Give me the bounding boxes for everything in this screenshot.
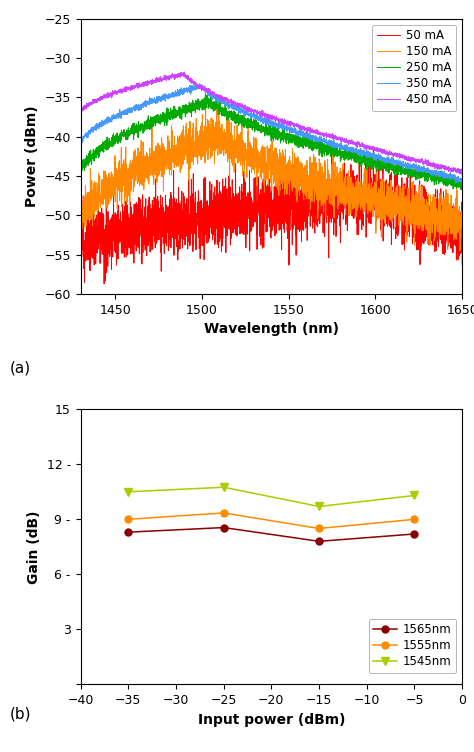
50 mA bbox=[224, 184, 230, 193]
50 mA bbox=[371, 144, 376, 153]
50 mA bbox=[78, 257, 83, 266]
150 mA bbox=[203, 104, 209, 113]
50 mA bbox=[459, 260, 465, 269]
350 mA bbox=[459, 176, 465, 185]
450 mA bbox=[78, 109, 83, 118]
250 mA bbox=[241, 119, 246, 128]
50 mA bbox=[411, 202, 417, 211]
250 mA bbox=[459, 180, 465, 190]
450 mA bbox=[241, 102, 246, 111]
350 mA bbox=[452, 171, 457, 180]
Line: 1545nm: 1545nm bbox=[124, 483, 419, 511]
150 mA bbox=[241, 153, 246, 162]
Line: 250 mA: 250 mA bbox=[81, 94, 462, 190]
350 mA bbox=[144, 97, 150, 106]
Line: 1555nm: 1555nm bbox=[125, 509, 418, 532]
150 mA bbox=[121, 181, 127, 190]
450 mA bbox=[224, 96, 230, 105]
Line: 150 mA: 150 mA bbox=[81, 108, 462, 251]
250 mA bbox=[144, 123, 150, 132]
250 mA bbox=[452, 182, 457, 191]
150 mA bbox=[452, 210, 457, 219]
1565nm bbox=[411, 529, 417, 538]
150 mA bbox=[459, 212, 465, 221]
Y-axis label: Power (dBm): Power (dBm) bbox=[25, 105, 39, 207]
350 mA bbox=[197, 79, 202, 88]
350 mA bbox=[411, 162, 417, 171]
250 mA bbox=[78, 171, 83, 180]
Line: 450 mA: 450 mA bbox=[81, 72, 462, 175]
250 mA bbox=[121, 129, 127, 138]
Line: 350 mA: 350 mA bbox=[81, 83, 462, 183]
350 mA bbox=[78, 141, 83, 150]
1555nm bbox=[126, 515, 131, 524]
250 mA bbox=[205, 89, 210, 99]
350 mA bbox=[453, 178, 458, 187]
350 mA bbox=[224, 98, 230, 107]
50 mA bbox=[121, 231, 127, 240]
1555nm bbox=[316, 524, 322, 533]
450 mA bbox=[452, 165, 457, 174]
1545nm bbox=[411, 491, 417, 500]
350 mA bbox=[241, 103, 246, 112]
Legend: 1565nm, 1555nm, 1545nm: 1565nm, 1555nm, 1545nm bbox=[369, 619, 456, 673]
1565nm bbox=[126, 528, 131, 537]
250 mA bbox=[411, 164, 417, 173]
50 mA bbox=[241, 208, 246, 217]
250 mA bbox=[458, 185, 464, 194]
1545nm bbox=[316, 502, 322, 511]
Legend: 50 mA, 150 mA, 250 mA, 350 mA, 450 mA: 50 mA, 150 mA, 250 mA, 350 mA, 450 mA bbox=[372, 25, 456, 111]
150 mA bbox=[144, 162, 150, 171]
1565nm bbox=[221, 523, 227, 532]
50 mA bbox=[101, 279, 107, 288]
Y-axis label: Gain (dB): Gain (dB) bbox=[27, 510, 41, 584]
1565nm bbox=[316, 537, 322, 546]
150 mA bbox=[457, 247, 463, 256]
350 mA bbox=[121, 108, 127, 117]
1545nm bbox=[221, 483, 227, 492]
250 mA bbox=[224, 111, 230, 120]
150 mA bbox=[78, 214, 83, 223]
Text: (a): (a) bbox=[9, 360, 31, 375]
X-axis label: Wavelength (nm): Wavelength (nm) bbox=[204, 322, 339, 336]
450 mA bbox=[182, 68, 187, 77]
150 mA bbox=[411, 224, 417, 233]
450 mA bbox=[144, 77, 150, 86]
450 mA bbox=[121, 85, 127, 94]
450 mA bbox=[459, 171, 465, 180]
450 mA bbox=[411, 155, 417, 164]
Line: 1565nm: 1565nm bbox=[125, 524, 418, 544]
150 mA bbox=[224, 109, 230, 118]
1555nm bbox=[221, 508, 227, 517]
50 mA bbox=[144, 232, 150, 241]
1555nm bbox=[411, 515, 417, 524]
X-axis label: Input power (dBm): Input power (dBm) bbox=[198, 713, 345, 726]
50 mA bbox=[452, 238, 458, 247]
Line: 50 mA: 50 mA bbox=[81, 149, 462, 284]
Text: (b): (b) bbox=[9, 706, 31, 721]
1545nm bbox=[126, 487, 131, 496]
